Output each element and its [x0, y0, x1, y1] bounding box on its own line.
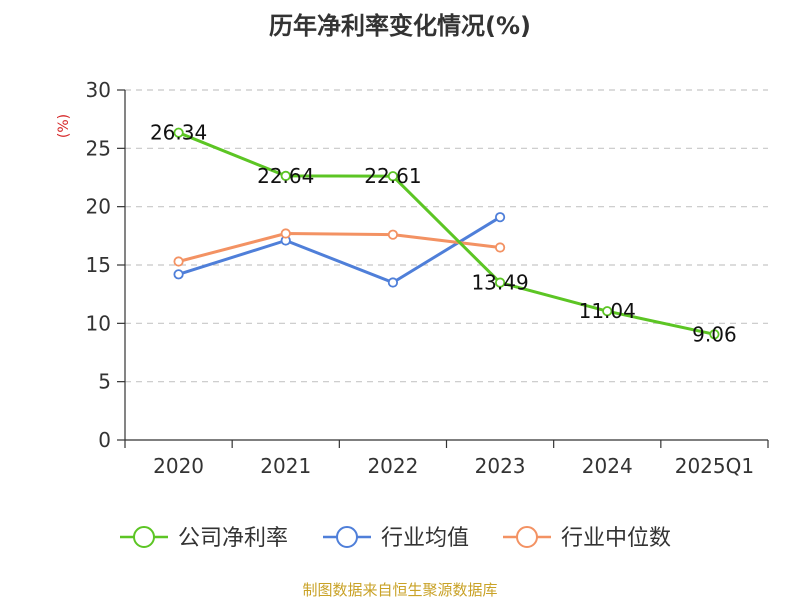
legend-marker-0 [133, 526, 155, 548]
legend-item-1: 行业均值 [323, 526, 469, 551]
legend-marker-1 [336, 526, 358, 548]
y-tick-label-15: 15 [86, 253, 111, 277]
y-axis-unit: (%) [56, 114, 72, 138]
axes: 0 5 10 15 20 25 30 2020 2021 2022 2023 2024 2025Q1 [86, 78, 769, 478]
series-2-point-3 [494, 242, 506, 253]
x-tick-label-2022: 2022 [367, 454, 418, 478]
chart-title: 历年净利率变化情况(%) [269, 12, 531, 40]
series-0-point-0 [173, 127, 184, 138]
legend-label-2: 行业中位数 [561, 526, 671, 551]
y-tick-label-30: 30 [86, 78, 111, 102]
series-line-0 [178, 131, 715, 336]
series-0-point-2 [387, 171, 399, 182]
x-tick-label-2020: 2020 [153, 454, 204, 478]
series-2-point-0 [173, 256, 184, 267]
y-tick-label-5: 5 [98, 370, 111, 394]
data-label-2021: 22.64 [257, 164, 314, 188]
legend-item-0: 公司净利率 [120, 526, 288, 551]
legend: 公司净利率 行业均值 行业中位数 [120, 526, 671, 551]
legend-marker-2 [516, 526, 538, 548]
legend-item-2: 行业中位数 [503, 526, 671, 551]
series-0-point-3 [494, 277, 506, 288]
y-tick-label-20: 20 [86, 195, 111, 219]
series-1 [173, 212, 506, 288]
source-note: 制图数据来自恒生聚源数据库 [302, 581, 497, 599]
series-group: 26.34 22.64 22.61 13.49 11.04 9.06 [150, 121, 737, 347]
legend-label-1: 行业均值 [381, 526, 469, 551]
x-tick-label-2021: 2021 [260, 454, 311, 478]
data-label-2022: 22.61 [364, 164, 421, 188]
data-label-2024: 11.04 [579, 299, 636, 323]
x-tick-label-2025Q1: 2025Q1 [675, 454, 754, 478]
series-1-point-0 [173, 269, 184, 280]
series-line-2 [178, 232, 501, 263]
series-0-point-1 [280, 170, 291, 181]
y-tick-label-10: 10 [86, 311, 111, 335]
series-0: 26.34 22.64 22.61 13.49 11.04 9.06 [150, 121, 737, 347]
series-2 [173, 228, 506, 267]
y-tick-label-25: 25 [86, 136, 111, 160]
series-line-1 [178, 215, 501, 284]
series-0-point-5 [709, 329, 720, 340]
grid-lines [125, 89, 768, 383]
y-tick-label-0: 0 [98, 428, 111, 452]
legend-label-0: 公司净利率 [178, 526, 288, 551]
x-tick-label-2024: 2024 [582, 454, 633, 478]
series-2-point-1 [280, 228, 291, 239]
x-tick-label-2023: 2023 [475, 454, 526, 478]
data-label-2020: 26.34 [150, 121, 207, 145]
data-label-2023: 13.49 [471, 271, 528, 295]
series-0-point-4 [602, 306, 613, 317]
series-1-point-2 [387, 277, 399, 288]
series-2-point-2 [387, 229, 399, 240]
series-1-point-3 [494, 212, 506, 223]
data-label-2025Q1: 9.06 [692, 322, 737, 346]
